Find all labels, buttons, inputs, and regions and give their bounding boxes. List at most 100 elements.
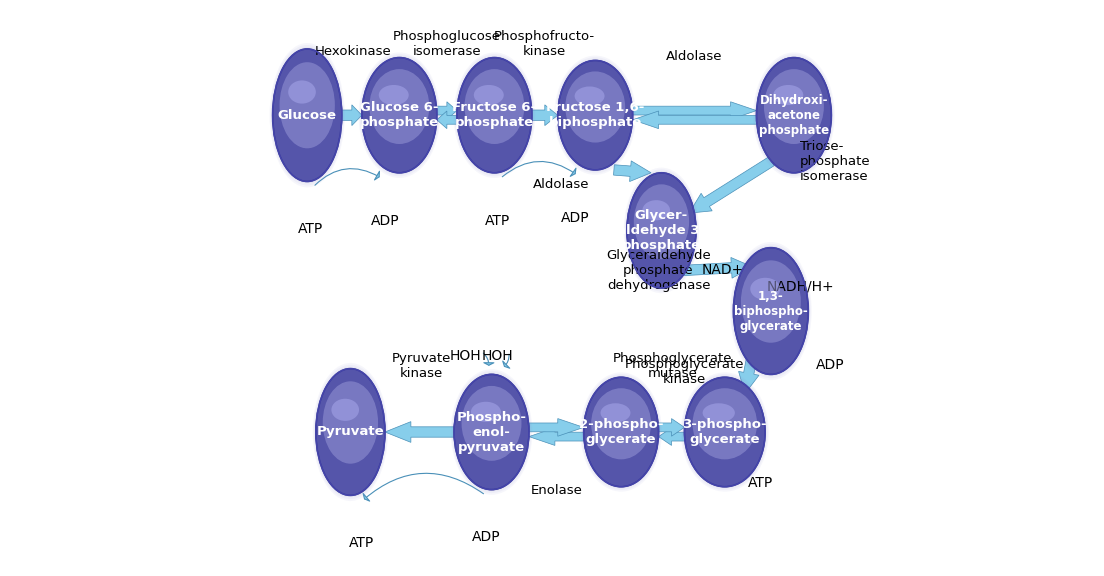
Ellipse shape xyxy=(574,86,605,105)
Polygon shape xyxy=(614,161,651,181)
Text: 3-phospho-
glycerate: 3-phospho- glycerate xyxy=(682,418,767,446)
Text: Phosphoglycerate
kinase: Phosphoglycerate kinase xyxy=(625,358,744,385)
Ellipse shape xyxy=(683,376,766,488)
Ellipse shape xyxy=(554,55,636,175)
Ellipse shape xyxy=(581,372,662,492)
Polygon shape xyxy=(532,105,558,126)
Ellipse shape xyxy=(591,388,651,460)
Ellipse shape xyxy=(773,85,804,105)
Ellipse shape xyxy=(314,365,388,499)
Ellipse shape xyxy=(732,246,809,376)
Polygon shape xyxy=(689,157,774,213)
Text: NADH/H+: NADH/H+ xyxy=(767,280,835,294)
Text: HOH: HOH xyxy=(449,349,481,363)
Polygon shape xyxy=(739,354,758,394)
Ellipse shape xyxy=(272,47,343,183)
Ellipse shape xyxy=(269,43,344,187)
Ellipse shape xyxy=(316,369,385,495)
Ellipse shape xyxy=(751,278,781,300)
Text: ATP: ATP xyxy=(297,222,322,236)
Ellipse shape xyxy=(457,58,532,173)
Polygon shape xyxy=(679,257,752,278)
Text: Aldolase: Aldolase xyxy=(667,50,723,63)
Polygon shape xyxy=(659,419,684,436)
Text: HOH: HOH xyxy=(482,349,513,363)
Ellipse shape xyxy=(702,403,735,422)
Ellipse shape xyxy=(643,200,670,221)
Text: Hexokinase: Hexokinase xyxy=(315,44,392,58)
Polygon shape xyxy=(342,105,362,126)
Ellipse shape xyxy=(731,244,810,378)
Text: ADP: ADP xyxy=(371,214,400,228)
Ellipse shape xyxy=(733,248,808,374)
Ellipse shape xyxy=(315,367,386,497)
Polygon shape xyxy=(437,102,457,119)
Ellipse shape xyxy=(474,85,503,105)
Ellipse shape xyxy=(452,371,531,493)
Polygon shape xyxy=(633,102,756,119)
Text: 1,3-
biphospho-
glycerate: 1,3- biphospho- glycerate xyxy=(734,290,808,332)
Text: Fructose 6-
phosphate: Fructose 6- phosphate xyxy=(453,101,537,129)
Ellipse shape xyxy=(556,59,634,172)
Ellipse shape xyxy=(555,57,635,173)
Text: Fructose 1,6-
biphosphate: Fructose 1,6- biphosphate xyxy=(546,101,645,129)
Ellipse shape xyxy=(582,374,661,490)
Ellipse shape xyxy=(682,374,767,490)
Ellipse shape xyxy=(756,58,831,173)
Ellipse shape xyxy=(270,45,343,185)
Ellipse shape xyxy=(322,381,378,464)
Text: Pyruvate
kinase: Pyruvate kinase xyxy=(391,352,450,380)
Ellipse shape xyxy=(312,363,389,501)
Ellipse shape xyxy=(624,168,699,293)
Ellipse shape xyxy=(755,56,832,175)
Text: NAD+: NAD+ xyxy=(702,263,744,276)
Ellipse shape xyxy=(684,377,765,487)
Ellipse shape xyxy=(361,56,438,175)
Ellipse shape xyxy=(692,388,757,460)
Ellipse shape xyxy=(754,54,834,176)
Text: 2-phospho-
glycerate: 2-phospho- glycerate xyxy=(578,418,664,446)
Ellipse shape xyxy=(362,58,437,173)
Text: Glyceraldehyde
phosphate
dehydrogenase: Glyceraldehyde phosphate dehydrogenase xyxy=(606,249,711,292)
Text: Phosphoglucose
isomerase: Phosphoglucose isomerase xyxy=(393,29,501,58)
Ellipse shape xyxy=(360,54,439,176)
Ellipse shape xyxy=(454,374,529,490)
Text: Phosphofructo-
kinase: Phosphofructo- kinase xyxy=(495,29,595,58)
Ellipse shape xyxy=(359,52,440,178)
Polygon shape xyxy=(633,111,756,128)
Ellipse shape xyxy=(370,69,429,144)
Ellipse shape xyxy=(681,372,768,492)
Polygon shape xyxy=(385,422,454,442)
Polygon shape xyxy=(659,428,684,445)
Text: Enolase: Enolase xyxy=(530,484,582,497)
Text: Glycer-
aldehyde 3-
phosphate: Glycer- aldehyde 3- phosphate xyxy=(617,209,705,252)
Ellipse shape xyxy=(288,81,316,104)
Ellipse shape xyxy=(626,171,697,290)
Text: ADP: ADP xyxy=(816,358,845,372)
Ellipse shape xyxy=(465,69,524,144)
Ellipse shape xyxy=(753,52,835,178)
Ellipse shape xyxy=(627,173,696,288)
Polygon shape xyxy=(529,428,584,445)
Text: Glucose: Glucose xyxy=(278,109,337,122)
Text: ATP: ATP xyxy=(485,214,510,228)
Text: Aldolase: Aldolase xyxy=(533,178,590,191)
Ellipse shape xyxy=(453,373,530,491)
Ellipse shape xyxy=(584,377,659,487)
Ellipse shape xyxy=(379,85,408,105)
Text: Dihydroxi-
acetone
phosphate: Dihydroxi- acetone phosphate xyxy=(758,94,829,137)
Ellipse shape xyxy=(273,49,342,181)
Ellipse shape xyxy=(471,402,501,422)
Polygon shape xyxy=(437,111,457,128)
Text: ADP: ADP xyxy=(561,211,590,225)
Ellipse shape xyxy=(456,56,533,175)
Ellipse shape xyxy=(764,69,824,144)
Text: Triose-
phosphate
isomerase: Triose- phosphate isomerase xyxy=(799,140,870,183)
Ellipse shape xyxy=(279,62,335,149)
Ellipse shape xyxy=(583,376,660,488)
Text: ADP: ADP xyxy=(471,530,500,544)
Text: Glucose 6-
phosphate: Glucose 6- phosphate xyxy=(360,101,439,129)
Polygon shape xyxy=(529,419,584,436)
Text: ATP: ATP xyxy=(747,476,773,490)
Ellipse shape xyxy=(558,60,633,170)
